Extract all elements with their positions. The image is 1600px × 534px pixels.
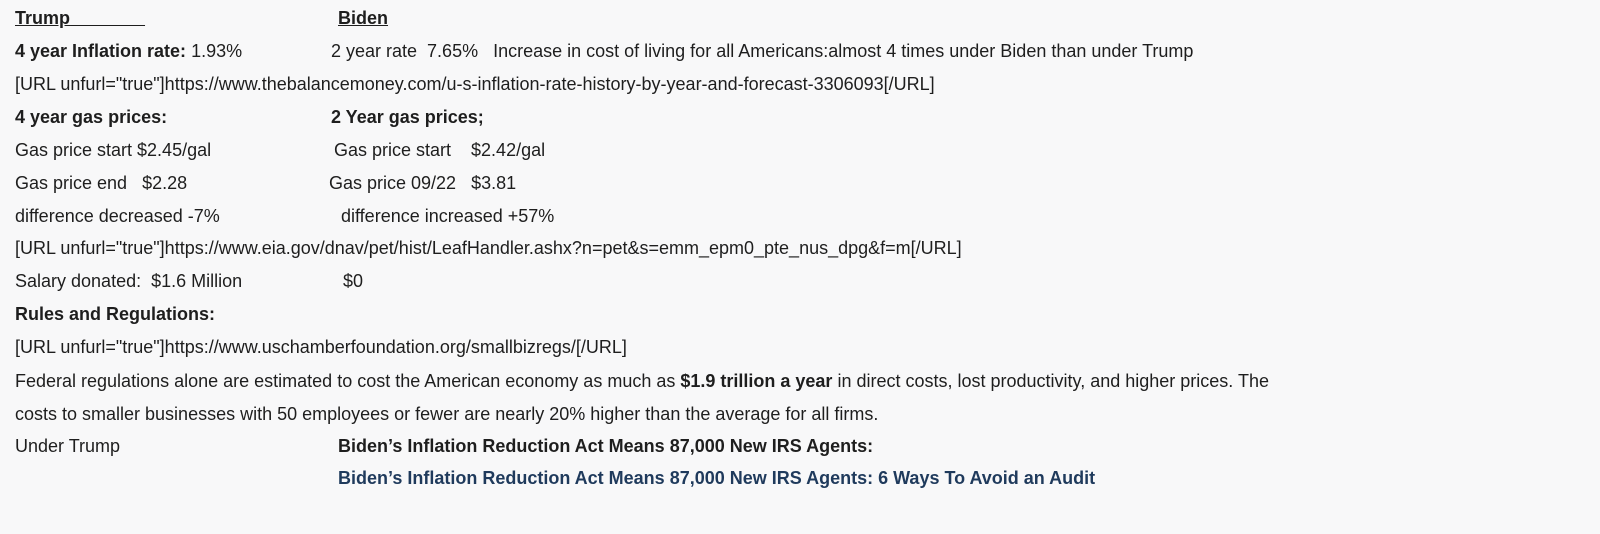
inflation-value: 1.93% [186,41,243,61]
irs-heading: Biden’s Inflation Reduction Act Means 87… [338,435,873,457]
regulations-paragraph-line1: Federal regulations alone are estimated … [15,370,1269,392]
para-text: Federal regulations alone are estimated … [15,371,681,391]
biden-heading: Biden [338,8,389,28]
gas-biden-diff: difference increased +57% [341,206,555,226]
trump-underline [70,8,145,28]
gas-biden-heading-text: 2 Year gas prices; [331,107,484,127]
para-text: in direct costs, lost productivity, and … [832,371,1269,391]
inflation-label: 4 year Inflation rate: [15,41,187,61]
gas-trump-end: Gas price end $2.28 [15,173,188,193]
gas-trump-diff: difference decreased -7% [15,206,220,226]
irs-heading-text: Biden’s Inflation Reduction Act Means 87… [338,436,874,456]
regulations-paragraph-line2: costs to smaller businesses with 50 empl… [15,404,879,424]
trump-heading: Trump [15,8,71,28]
gas-biden-heading: 2 Year gas prices; [331,106,484,128]
salary-biden: $0 [343,271,364,291]
inflation-source: [URL unfurl="true"]https://www.thebalanc… [15,74,935,94]
header-biden: Biden [338,7,388,29]
gas-trump-heading-text: 4 year gas prices: [15,107,168,127]
irs-trump: Under Trump [15,436,121,456]
irs-article-link[interactable]: Biden’s Inflation Reduction Act Means 87… [338,468,1096,488]
salary-trump: Salary donated: $1.6 Million [15,271,243,291]
regulations-heading-text: Rules and Regulations: [15,304,216,324]
gas-source: [URL unfurl="true"]https://www.eia.gov/d… [15,238,962,258]
gas-trump-heading: 4 year gas prices: [15,106,167,128]
para-bold: $1.9 trillion a year [680,371,833,391]
header-trump: Trump [15,7,145,29]
regulations-heading: Rules and Regulations: [15,303,215,325]
gas-biden-end: Gas price 09/22 $3.81 [329,173,517,193]
gas-trump-start: Gas price start $2.45/gal [15,140,212,160]
regulations-source: [URL unfurl="true"]https://www.uschamber… [15,337,627,357]
gas-biden-start: Gas price start $2.42/gal [334,140,546,160]
inflation-biden: 2 year rate 7.65% Increase in cost of li… [331,41,1194,61]
inflation-trump: 4 year Inflation rate: 1.93% [15,40,242,62]
